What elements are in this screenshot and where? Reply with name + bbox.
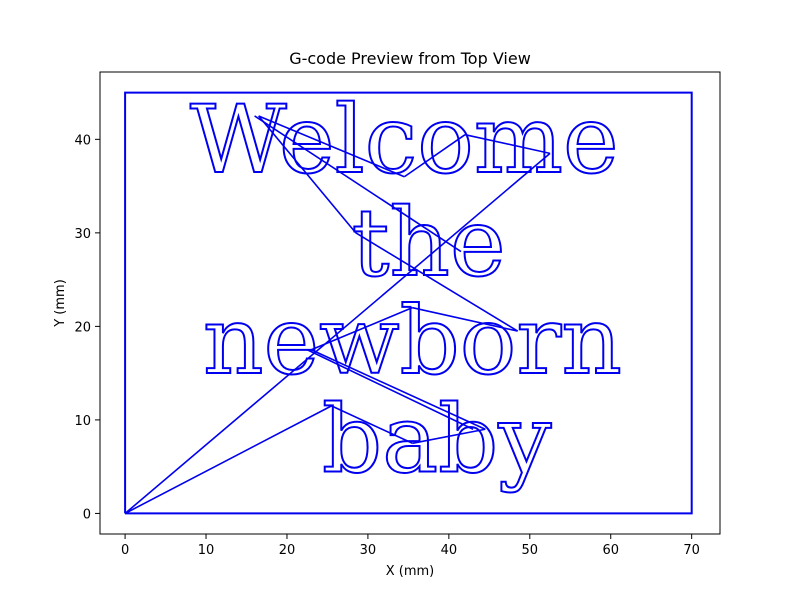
x-tick-label: 10 (198, 543, 215, 558)
x-tick-label: 30 (360, 543, 377, 558)
travel-move-segment (464, 133, 551, 155)
y-axis-ticks: 0 10 20 30 40 (74, 133, 100, 522)
x-tick-label: 60 (602, 543, 619, 558)
y-tick-label: 20 (74, 320, 91, 335)
travel-move-segment (310, 306, 413, 351)
travel-move-segment (412, 306, 518, 332)
x-tick-label: 50 (522, 543, 539, 558)
y-tick-label: 10 (74, 414, 91, 429)
chart-title: G-code Preview from Top View (289, 49, 531, 68)
travel-move-segment (258, 115, 357, 234)
travel-move-segment (412, 428, 486, 445)
travel-move-segment (124, 405, 332, 515)
travel-move-segment (306, 349, 474, 430)
y-tick-label: 30 (74, 227, 91, 242)
travel-move-segment (403, 134, 466, 178)
travel-move-segment (254, 115, 462, 253)
engraved-text-line: Welcome (190, 86, 619, 195)
plot-frame (99, 71, 721, 535)
x-tick-label: 40 (441, 543, 458, 558)
travel-move-segment (258, 115, 405, 178)
work-area-border (124, 91, 693, 515)
y-tick-label: 0 (83, 507, 91, 522)
y-tick-label: 40 (74, 133, 91, 148)
travel-move-segment (355, 232, 519, 332)
x-tick-label: 70 (683, 543, 700, 558)
x-tick-label: 0 (121, 543, 129, 558)
y-axis-label: Y (mm) (53, 279, 68, 328)
engraved-text-line: newborn (203, 287, 622, 396)
x-axis-ticks: 0 10 20 30 40 50 60 70 (121, 534, 700, 558)
x-axis-label: X (mm) (386, 564, 435, 579)
engraved-text-line: the (352, 189, 506, 298)
x-tick-label: 20 (279, 543, 296, 558)
travel-move-segment (331, 405, 413, 445)
travel-move-segment (124, 152, 551, 515)
travel-move-segment (310, 349, 486, 430)
engraved-text-line: baby (322, 385, 552, 494)
